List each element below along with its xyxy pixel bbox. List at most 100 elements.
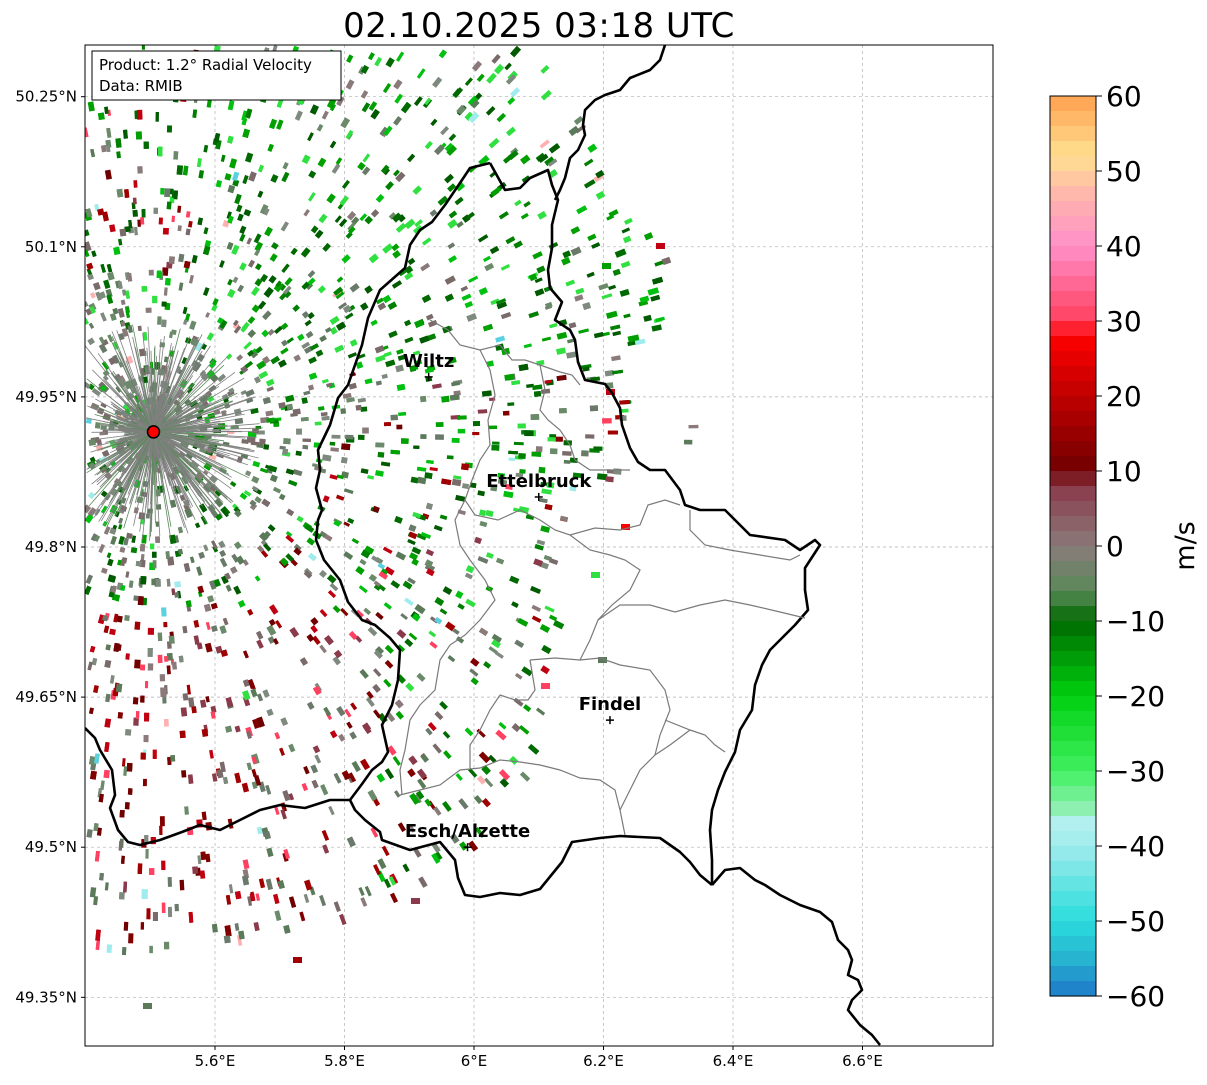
echo-pixel — [564, 460, 571, 464]
echo-pixel — [202, 729, 208, 737]
echo-pixel — [146, 513, 150, 518]
colorbar-swatch — [1050, 561, 1096, 577]
echo-pixel — [172, 662, 177, 670]
echo-pixel — [149, 868, 154, 875]
echo-pixel — [101, 145, 107, 152]
colorbar-swatch — [1050, 846, 1096, 862]
lat-tick-label: 49.95°N — [15, 388, 77, 406]
echo-pixel — [452, 438, 460, 443]
echo-pixel — [396, 425, 402, 430]
echo-pixel — [180, 731, 186, 739]
echo-pixel — [656, 243, 665, 249]
colorbar-tick-label: 20 — [1106, 380, 1142, 413]
echo-pixel — [168, 877, 172, 887]
echo-pixel — [581, 450, 589, 456]
echo-pixel — [162, 903, 166, 913]
echo-pixel — [188, 774, 193, 784]
echo-pixel — [157, 316, 162, 325]
colorbar-tick-label: 50 — [1106, 155, 1142, 188]
echo-pixel — [503, 411, 510, 416]
colorbar-swatch — [1050, 501, 1096, 517]
echo-pixel — [125, 802, 130, 809]
echo-pixel — [157, 271, 162, 278]
echo-pixel — [161, 319, 167, 327]
echo-pixel — [133, 198, 137, 205]
echo-pixel — [184, 806, 189, 814]
colorbar-swatch — [1050, 96, 1096, 112]
echo-pixel — [124, 615, 130, 621]
echo-pixel — [165, 278, 171, 286]
echo-pixel — [390, 450, 400, 455]
echo-pixel — [136, 561, 142, 567]
echo-pixel — [123, 130, 128, 139]
lat-tick-label: 50.1°N — [25, 238, 77, 256]
echo-pixel — [161, 861, 165, 870]
echo-pixel — [144, 735, 149, 742]
echo-pixel — [158, 633, 162, 641]
echo-pixel — [136, 711, 140, 719]
colorbar-swatch — [1050, 696, 1096, 712]
echo-pixel — [398, 412, 406, 416]
echo-pixel — [153, 912, 158, 921]
echo-pixel — [141, 922, 144, 930]
lon-tick-label: 5.8°E — [324, 1052, 365, 1070]
echo-pixel — [411, 898, 420, 904]
echo-pixel — [345, 435, 353, 440]
colorbar-swatch — [1050, 306, 1096, 322]
colorbar-swatch — [1050, 111, 1096, 127]
radar-site-marker[interactable] — [147, 426, 159, 438]
echo-pixel — [162, 697, 166, 704]
colorbar-swatch — [1050, 546, 1096, 562]
colorbar-tick-label: 10 — [1106, 455, 1142, 488]
echo-pixel — [524, 431, 533, 437]
echo-pixel — [192, 866, 198, 873]
echo-pixel — [341, 457, 348, 464]
echo-pixel — [174, 592, 179, 598]
lat-tick-label: 49.35°N — [15, 988, 77, 1006]
echo-pixel — [159, 218, 163, 225]
echo-pixel — [116, 151, 121, 158]
echo-pixel — [164, 719, 169, 727]
echo-pixel — [163, 228, 169, 235]
echo-pixel — [590, 405, 598, 411]
echo-pixel — [116, 683, 123, 692]
colorbar-swatch — [1050, 141, 1096, 157]
echo-pixel — [115, 644, 122, 651]
echo-pixel — [287, 404, 294, 410]
lon-tick-label: 6.4°E — [713, 1052, 754, 1070]
echo-pixel — [167, 579, 171, 587]
echo-pixel — [146, 308, 152, 313]
echo-pixel — [118, 712, 123, 718]
lat-tick-label: 49.5°N — [25, 838, 77, 856]
echo-pixel — [531, 414, 540, 420]
echo-pixel — [170, 755, 175, 761]
echo-pixel — [413, 445, 419, 449]
echo-pixel — [619, 400, 630, 405]
echo-pixel — [457, 415, 467, 419]
lat-tick-label: 49.8°N — [25, 538, 77, 556]
echo-pixel — [145, 681, 148, 688]
echo-pixel — [541, 389, 550, 394]
echo-pixel — [140, 544, 145, 552]
echo-pixel — [133, 697, 139, 704]
echo-pixel — [472, 432, 479, 435]
colorbar-swatch — [1050, 381, 1096, 397]
radar-site-dot[interactable] — [147, 426, 159, 438]
lon-tick-label: 6.2°E — [583, 1052, 624, 1070]
colorbar-swatch — [1050, 486, 1096, 502]
echo-pixel — [508, 451, 518, 455]
echo-pixel — [145, 849, 148, 859]
echo-pixel — [171, 216, 175, 222]
colorbar-swatch — [1050, 756, 1096, 772]
colorbar-tick-label: −10 — [1106, 605, 1165, 638]
echo-pixel — [158, 147, 163, 157]
echo-pixel — [191, 706, 196, 713]
echo-pixel — [562, 451, 572, 456]
echo-pixel — [447, 455, 454, 459]
echo-pixel — [120, 810, 125, 818]
colorbar-tick-label: 60 — [1106, 80, 1142, 113]
colorbar-swatch — [1050, 951, 1096, 967]
echo-pixel — [142, 41, 145, 49]
echo-pixel — [375, 442, 384, 447]
